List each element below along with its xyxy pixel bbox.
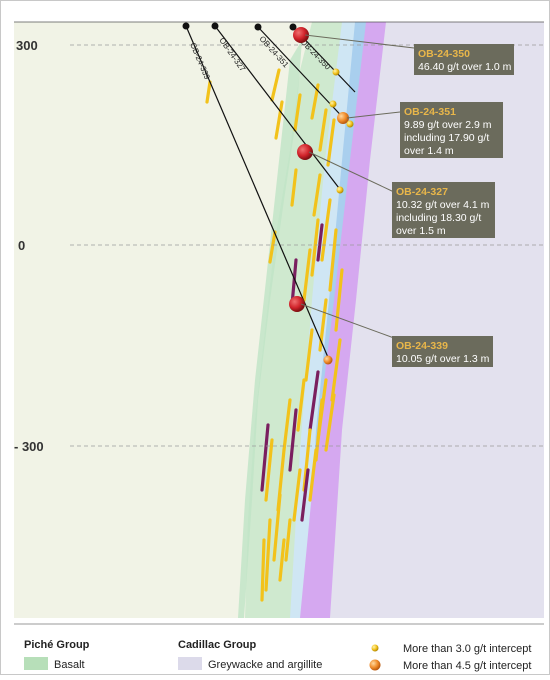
mineral-lens	[328, 228, 338, 292]
intercept-red-339	[289, 296, 305, 312]
intercept-orange-351	[337, 112, 349, 124]
callout-line-350-1: 46.40 g/t over 1.0 m	[418, 61, 512, 73]
collar-327	[211, 22, 219, 30]
callout-box-339	[392, 336, 493, 367]
mineral-lens	[314, 398, 324, 462]
elevation-label-minus-300: - 300	[14, 439, 44, 454]
elevation-label-300: 300	[16, 38, 38, 53]
legend-basalt-label: Basalt	[54, 659, 85, 671]
intercept-yellow-327	[336, 186, 344, 194]
legend-orange-intercept-icon	[369, 659, 381, 671]
callout-line-351-3: over 1.4 m	[404, 145, 454, 157]
mineral-lens	[288, 408, 298, 472]
mineral-lens	[312, 173, 322, 217]
leader-327	[308, 151, 395, 193]
mineral-lens	[320, 198, 332, 262]
collar-339	[182, 22, 190, 30]
callout-line-327-3: over 1.5 m	[396, 225, 446, 237]
legend-basalt-swatch	[24, 657, 48, 670]
callout-327: OB-24-327 10.32 g/t over 4.1 m including…	[392, 182, 495, 238]
callout-line-351-2: including 17.90 g/t	[404, 132, 489, 144]
mineral-lens	[318, 108, 328, 152]
leader-351	[346, 111, 401, 119]
legend-yellow-intercept-icon	[371, 644, 379, 652]
mineral-lens	[260, 538, 266, 602]
basalt-band	[245, 22, 350, 618]
mineral-lens	[260, 423, 270, 492]
callout-339: OB-24-339 10.05 g/t over 1.3 m	[392, 336, 493, 367]
callout-350: OB-24-350 46.40 g/t over 1.0 m	[414, 44, 514, 75]
intercept-orange-339	[323, 355, 333, 365]
callout-leaders	[300, 34, 415, 339]
callout-box-351	[400, 102, 503, 158]
callout-title-350: OB-24-350	[418, 48, 470, 60]
collar-351	[254, 23, 262, 31]
basalt-margin	[238, 40, 302, 618]
sediment-band	[300, 22, 386, 618]
mineral-lens	[324, 393, 336, 452]
mineral-lens	[270, 68, 281, 102]
mineral-lens	[300, 468, 310, 522]
callout-line-351-1: 9.89 g/t over 2.9 m	[404, 119, 492, 131]
callout-box-350	[414, 44, 514, 75]
mineral-lens	[264, 518, 272, 592]
legend-greywacke-swatch	[178, 657, 202, 670]
mineral-lens	[310, 218, 320, 277]
mineral-lens	[284, 518, 292, 562]
intercept-yellow-350	[332, 68, 340, 76]
callout-line-339-1: 10.05 g/t over 1.3 m	[396, 353, 490, 365]
elevation-label-0: 0	[18, 238, 25, 253]
mineral-lens	[292, 468, 302, 522]
mineral-lens	[302, 248, 312, 302]
mineral-lens	[205, 80, 212, 104]
mineral-lens	[334, 268, 344, 332]
intercept-yellow-351a	[329, 100, 337, 108]
legend: Piché Group Basalt Cadillac Group Greywa…	[24, 639, 531, 672]
drill-trace-351	[257, 26, 351, 126]
mineral-lens	[296, 378, 306, 432]
legend-cadillac-heading: Cadillac Group	[178, 639, 257, 651]
mineral-lens	[304, 328, 314, 382]
mineral-lens	[274, 100, 284, 140]
intercept-red-350	[293, 27, 309, 43]
callout-title-327: OB-24-327	[396, 186, 448, 198]
callout-title-339: OB-24-339	[396, 340, 448, 352]
mineral-lens	[278, 538, 286, 582]
intercept-markers	[289, 27, 354, 365]
mineral-lens	[302, 428, 312, 492]
callout-title-351: OB-24-351	[404, 106, 456, 118]
legend-large-intercept-label: More than 4.5 g/t intercept	[403, 660, 531, 672]
intercept-red-327	[297, 144, 313, 160]
mineral-lens	[272, 493, 282, 562]
mineral-lens	[316, 223, 324, 262]
mineral-lens	[330, 338, 342, 402]
mineral-lens	[326, 118, 336, 167]
collar-350	[289, 23, 297, 31]
mineralized-lenses	[205, 68, 344, 602]
callout-line-327-1: 10.32 g/t over 4.1 m	[396, 199, 490, 211]
intercept-yellow-351b	[346, 120, 354, 128]
mineral-lens	[293, 93, 302, 132]
legend-small-intercept-label: More than 3.0 g/t intercept	[403, 643, 531, 655]
legend-greywacke-label: Greywacke and argillite	[208, 659, 322, 671]
mineral-lens	[282, 398, 292, 452]
leader-339	[300, 303, 395, 339]
mineral-lens	[268, 230, 277, 264]
callout-line-327-2: including 18.30 g/t	[396, 212, 481, 224]
callout-351: OB-24-351 9.89 g/t over 2.9 m including …	[400, 102, 503, 158]
legend-piche-heading: Piché Group	[24, 639, 90, 651]
callout-box-327	[392, 182, 495, 238]
mineral-lens	[264, 438, 274, 502]
drill-trace-327	[214, 25, 343, 193]
mineral-lens	[308, 370, 320, 432]
mineral-lens	[290, 168, 298, 207]
leader-350	[304, 34, 415, 49]
